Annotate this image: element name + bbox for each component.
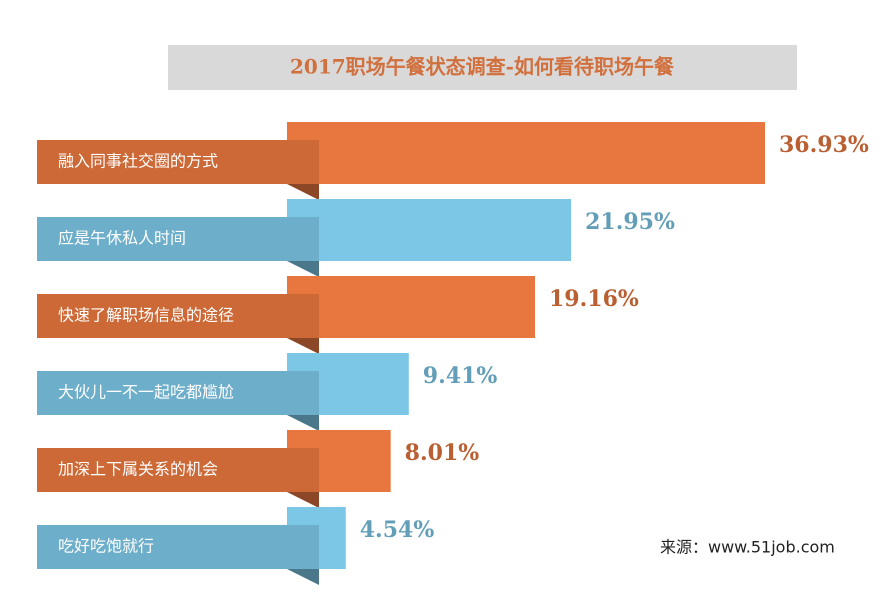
bar [287,276,535,338]
category-label: 融入同事社交圈的方式 [58,152,218,171]
value-label: 9.41% [423,363,498,389]
category-tab [37,217,319,261]
tab-fold [287,569,319,585]
category-tab [37,448,319,492]
value-label: 8.01% [405,440,480,466]
value-label: 21.95% [585,209,675,235]
bar [287,122,765,184]
value-label: 19.16% [549,286,639,312]
tab-fold [287,492,319,508]
category-label: 大伙儿一不一起吃都尴尬 [58,383,234,402]
value-label: 4.54% [360,517,435,543]
category-tab [37,525,319,569]
category-tab [37,371,319,415]
category-label: 快速了解职场信息的途径 [58,306,234,325]
category-tab [37,140,319,184]
value-label: 36.93% [779,132,869,158]
tab-fold [287,261,319,277]
chart-title: 2017职场午餐状态调查-如何看待职场午餐 [290,55,675,79]
category-label: 应是午休私人时间 [58,229,186,248]
category-tab [37,294,319,338]
title-box [168,45,797,90]
category-label: 加深上下属关系的机会 [58,460,218,479]
tab-fold [287,415,319,431]
category-label: 吃好吃饱就行 [58,537,154,556]
bar [287,199,572,261]
source: 来源：www.51job.com [660,538,835,557]
tab-fold [287,338,319,354]
tab-fold [287,184,319,200]
